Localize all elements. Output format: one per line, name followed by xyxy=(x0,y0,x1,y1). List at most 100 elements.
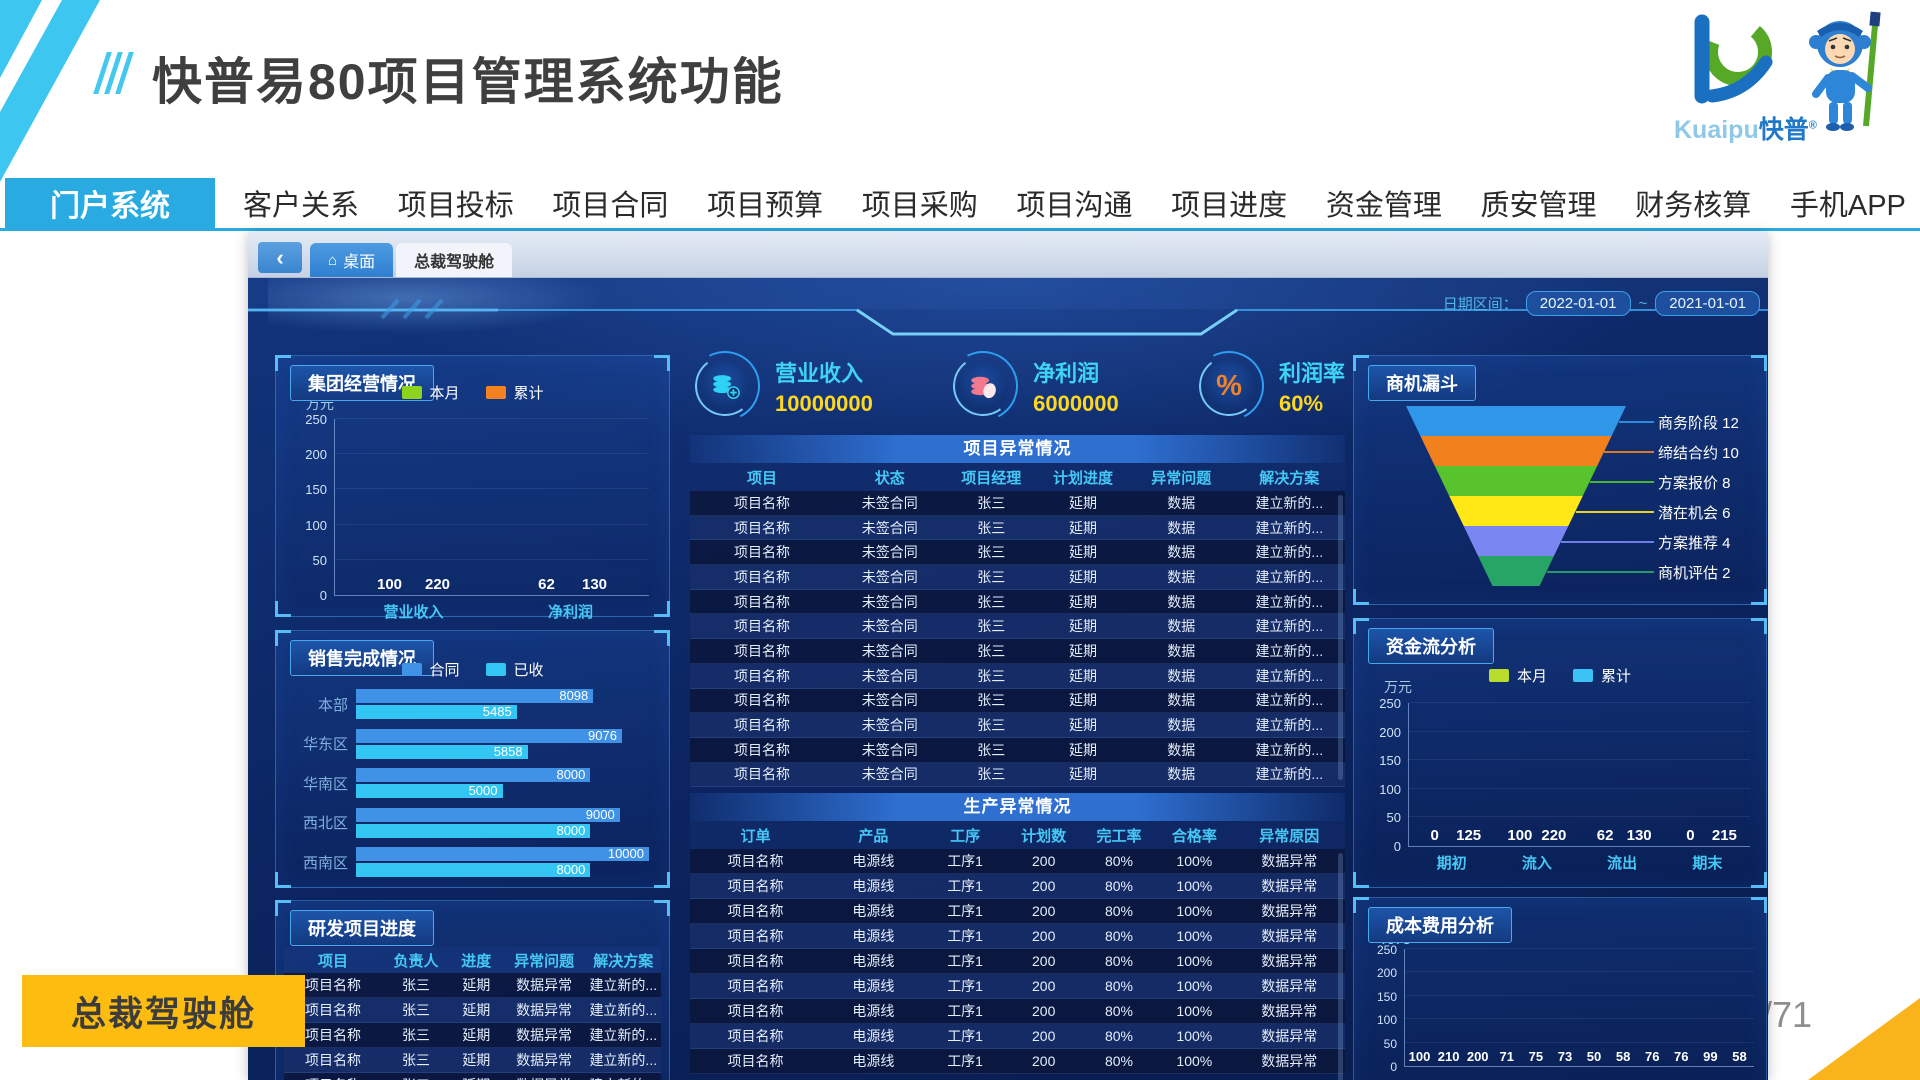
table-cell: 数据异常 xyxy=(1261,1053,1318,1069)
table-title: 生产异常情况 xyxy=(690,793,1345,821)
table-cell: 项目名称 xyxy=(734,741,791,758)
table-cell: 项目名称 xyxy=(727,1003,784,1019)
table-cell: 80% xyxy=(1104,903,1134,919)
bar: 8000 xyxy=(356,822,591,838)
table-cell: 未签合同 xyxy=(861,568,918,585)
table-cell: 张三 xyxy=(977,544,1006,561)
date-start-input[interactable]: 2022-01-01 xyxy=(1525,291,1631,316)
nav-item[interactable]: 项目投标 xyxy=(397,190,514,222)
portal-system-button[interactable]: 门户系统 xyxy=(5,178,215,228)
bar-value: 8000 xyxy=(556,767,586,782)
tab-desktop[interactable]: ⌂ 桌面 xyxy=(310,243,394,277)
table-cell: 80% xyxy=(1104,1003,1134,1019)
table-cell: 未签合同 xyxy=(861,766,918,783)
table-cell: 数据 xyxy=(1167,766,1196,783)
funnel-connector xyxy=(1589,481,1654,483)
table-cell: 数据 xyxy=(1167,642,1196,659)
table-cell: 未签合同 xyxy=(861,519,918,536)
scrollbar[interactable] xyxy=(1338,853,1343,1080)
table-cell: 工序1 xyxy=(947,903,983,919)
table-cell: 数据 xyxy=(1167,618,1196,635)
nav-item[interactable]: 项目进度 xyxy=(1171,190,1288,222)
funnel-connector xyxy=(1575,511,1654,513)
back-button[interactable]: ‹ xyxy=(258,242,302,273)
date-filter: 日期区间： 2022-01-01 ~ 2021-01-01 xyxy=(1443,291,1760,316)
table-cell: 项目名称 xyxy=(727,953,784,969)
table-cell: 100% xyxy=(1176,878,1213,894)
funnel-layer xyxy=(1434,466,1598,496)
bar-value: 100 xyxy=(1507,827,1533,844)
panel-title: 成本费用分析 xyxy=(1368,907,1512,943)
table-cell: 数据异常 xyxy=(1261,1003,1318,1019)
axis-unit-label: 万元 xyxy=(1384,679,1412,695)
table-cell: 电源线 xyxy=(852,978,895,994)
bar-value: 215 xyxy=(1711,827,1737,844)
nav-item[interactable]: 客户关系 xyxy=(243,190,360,222)
date-end-input[interactable]: 2021-01-01 xyxy=(1655,291,1760,316)
table-title: 项目异常情况 xyxy=(690,435,1345,463)
tab-ceo-cockpit[interactable]: 总裁驾驶舱 xyxy=(396,243,513,277)
bar-row: 华东区 9076 5858 xyxy=(290,727,649,761)
table-cell: 张三 xyxy=(977,741,1006,758)
table-row: 项目名称张三延期数据异常建立新的... xyxy=(284,1073,661,1080)
scrollbar[interactable] xyxy=(1338,495,1343,780)
table-cell: 电源线 xyxy=(852,1028,895,1044)
bar-pair: 8098 5485 xyxy=(356,687,649,721)
nav-item[interactable]: 手机APP xyxy=(1789,190,1906,222)
table-cell: 项目名称 xyxy=(727,878,784,894)
table-cell: 工序1 xyxy=(947,1028,983,1044)
kpi-label: 利润率 xyxy=(1278,360,1345,386)
category-label: 西南区 xyxy=(302,854,348,872)
nav-item[interactable]: 项目采购 xyxy=(861,190,978,222)
table-cell: 电源线 xyxy=(852,953,895,969)
nav-item[interactable]: 财务核算 xyxy=(1635,190,1752,222)
bar-value: 62 xyxy=(538,576,555,593)
table-cell: 张三 xyxy=(977,692,1006,709)
table-cell: 建立新的... xyxy=(1255,667,1324,684)
nav-item[interactable]: 项目合同 xyxy=(552,190,669,222)
panel-opportunity-funnel: 商机漏斗 商务阶段 12 缔结合约 10 方案报价 8 潜在机会 6 方案推荐 4 商机评… xyxy=(1353,355,1767,605)
funnel-connector xyxy=(1561,541,1654,543)
table-cell: 100% xyxy=(1176,978,1213,994)
kpi-label: 营业收入 xyxy=(775,360,864,386)
bar-value: 10000 xyxy=(607,846,644,861)
kpi-percent: % 利润率 60% xyxy=(1184,341,1345,431)
table-cell: 100% xyxy=(1176,1053,1213,1069)
gridline xyxy=(1405,971,1754,973)
table-row: 项目名称张三延期数据异常建立新的... xyxy=(284,1023,661,1048)
table-cell: 项目名称 xyxy=(305,1002,361,1018)
nav-item[interactable]: 项目沟通 xyxy=(1016,190,1133,222)
axis-tick: 0 xyxy=(319,588,327,603)
nav-item[interactable]: 项目预算 xyxy=(707,190,824,222)
funnel-label: 缔结合约 10 xyxy=(1658,445,1739,462)
bar-pair: 10000 8000 xyxy=(356,845,649,879)
table-cell: 200 xyxy=(1032,878,1056,894)
kpi-row: 营业收入 10000000 净利润 6000000% 利润率 60% xyxy=(680,340,1345,432)
table-row: 项目名称张三延期数据异常建立新的... xyxy=(284,973,661,998)
nav-item[interactable]: 资金管理 xyxy=(1325,190,1442,222)
opportunity-funnel-chart: 商务阶段 12 缔结合约 10 方案报价 8 潜在机会 6 方案推荐 4 商机评估 2 xyxy=(1354,356,1766,604)
table-cell: 项目名称 xyxy=(284,1075,382,1080)
nav-item[interactable]: 质安管理 xyxy=(1480,190,1597,222)
bar: 5485 xyxy=(356,705,517,719)
bar-value: 8000 xyxy=(556,822,586,838)
table-cell: 建立新的... xyxy=(586,1075,661,1080)
chart-legend: 合同 已收 xyxy=(401,659,544,680)
gridline xyxy=(335,523,649,525)
date-filter-label: 日期区间： xyxy=(1442,296,1518,313)
gridline xyxy=(1409,816,1750,818)
table-row: 项目名称 未签合同 张三 延期 数据 建立新的... xyxy=(690,540,1345,566)
kpi-icon-core: % xyxy=(1203,361,1254,411)
axis-tick: 250 xyxy=(1376,943,1397,957)
table-row: 项目名称 未签合同 张三 延期 数据 建立新的... xyxy=(690,565,1345,590)
table-cell: 项目名称 xyxy=(734,568,791,585)
axis-tick: 200 xyxy=(305,447,327,463)
table-cell: 80% xyxy=(1104,978,1134,994)
legend-label: 已收 xyxy=(513,662,544,679)
table-cell: 项目名称 xyxy=(734,717,791,734)
table-row: 项目名称 电源线 工序1 200 80% 100% 数据异常 xyxy=(690,874,1345,899)
corner-triangle-icon xyxy=(1808,998,1920,1080)
table-cell: 张三 xyxy=(977,593,1006,610)
bar-value: 5000 xyxy=(468,783,498,798)
project-exception-table: 项目异常情况 项目 状态 项目经理 计划进度 异常问题 解决方案 项目名称 未签合同 张三 延期 数据… xyxy=(690,435,1345,788)
